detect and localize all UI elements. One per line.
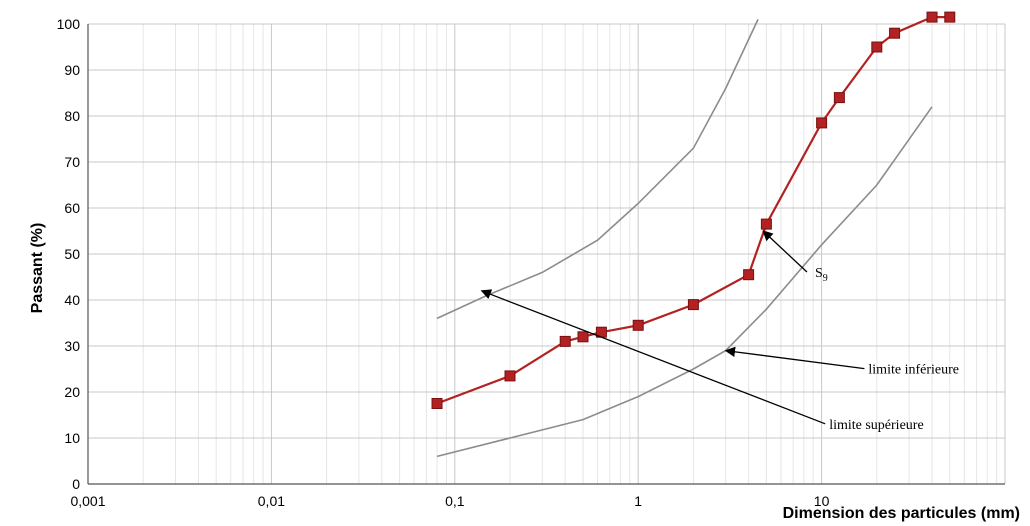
annotation-arrow (762, 230, 808, 273)
tick-labels: 0 10 20 30 40 50 60 70 80 90 100 0,001 0,01 0,1 1 10 (57, 16, 830, 509)
y-tick-label: 80 (64, 108, 80, 124)
x-tick-label: 10 (814, 493, 830, 509)
x-tick-label: 0,01 (258, 493, 285, 509)
x-axis-label: Dimension des particules (mm) (783, 505, 1020, 522)
data-point-s9 (833, 92, 845, 104)
y-tick-label: 100 (57, 16, 81, 32)
annotation-arrow (724, 346, 865, 370)
grid-lines (87, 23, 1006, 484)
y-tick-label: 50 (64, 246, 80, 262)
series-line-limite-superieure (436, 19, 759, 320)
y-tick-label: 20 (64, 384, 80, 400)
y-tick-label: 0 (72, 476, 80, 492)
data-point-s9 (926, 11, 938, 23)
y-tick-label: 90 (64, 62, 80, 78)
data-series (431, 11, 956, 458)
x-tick-label: 0,001 (70, 493, 105, 509)
data-point-s9 (431, 398, 443, 409)
data-point-s9 (687, 299, 699, 311)
x-tick-label: 1 (634, 493, 642, 509)
data-point-s9 (871, 41, 883, 53)
y-tick-label: 10 (64, 430, 80, 446)
data-point-s9 (889, 27, 901, 39)
data-point-s9 (577, 331, 589, 343)
annotation-label: limite inférieure (868, 363, 959, 378)
annotation-label: limite supérieure (829, 418, 923, 433)
y-tick-label: 40 (64, 292, 80, 308)
data-point-s9 (504, 370, 516, 382)
data-point-s9 (816, 117, 828, 129)
y-tick-label: 70 (64, 154, 80, 170)
data-point-s9 (743, 269, 755, 281)
y-tick-label: 30 (64, 338, 80, 354)
y-tick-label: 60 (64, 200, 80, 216)
x-tick-label: 0,1 (445, 493, 465, 509)
data-point-s9 (760, 218, 772, 230)
data-point-s9 (632, 319, 644, 331)
data-point-s9 (944, 11, 956, 23)
y-axis-label: Passant (%) (29, 223, 46, 314)
data-point-s9 (559, 335, 571, 347)
axes (87, 24, 1005, 485)
annotation-arrow (480, 289, 826, 425)
series-line-limite-inferieure (436, 106, 933, 458)
